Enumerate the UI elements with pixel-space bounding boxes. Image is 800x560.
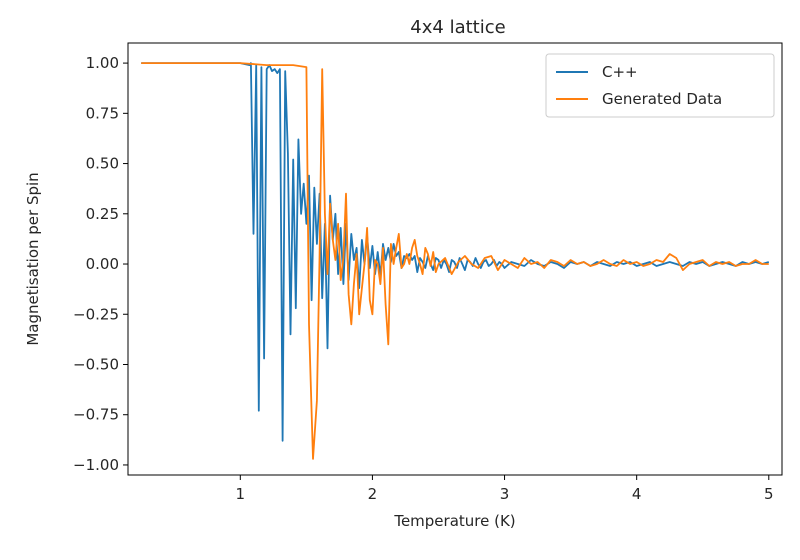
plot-frame [127,42,783,476]
legend-label: Generated Data [602,90,722,108]
legend-label: C++ [602,63,638,81]
y-tick-label: −0.75 [73,406,119,424]
legend: C++ Generated Data [545,53,775,118]
y-tick-label: 0.50 [86,155,119,173]
legend-box [545,53,775,118]
y-tick-label: −1.00 [73,456,119,474]
x-axis-label: Temperature (K) [393,512,515,530]
axes: 1 2 3 4 5 1.00 0.75 0.50 0.25 0.00 −0.25 −0.50 −0.75… [73,54,774,503]
y-tick-label: −0.25 [73,305,119,323]
y-tick-label: −0.50 [73,355,119,373]
series-line-cpp [141,62,770,442]
x-tick-label: 4 [632,485,642,503]
x-tick-label: 5 [764,485,774,503]
x-tick-label: 3 [500,485,510,503]
y-tick-label: 0.75 [86,104,119,122]
series-line-generated-data [141,62,769,460]
y-tick-label: 0.25 [86,205,119,223]
y-tick-label: 1.00 [86,54,119,72]
plot-area [141,62,770,460]
y-tick-label: 0.00 [86,255,119,273]
x-tick-label: 1 [236,485,246,503]
chart-title: 4x4 lattice [410,17,505,38]
y-axis-label: Magnetisation per Spin [24,172,42,345]
x-tick-label: 2 [368,485,378,503]
